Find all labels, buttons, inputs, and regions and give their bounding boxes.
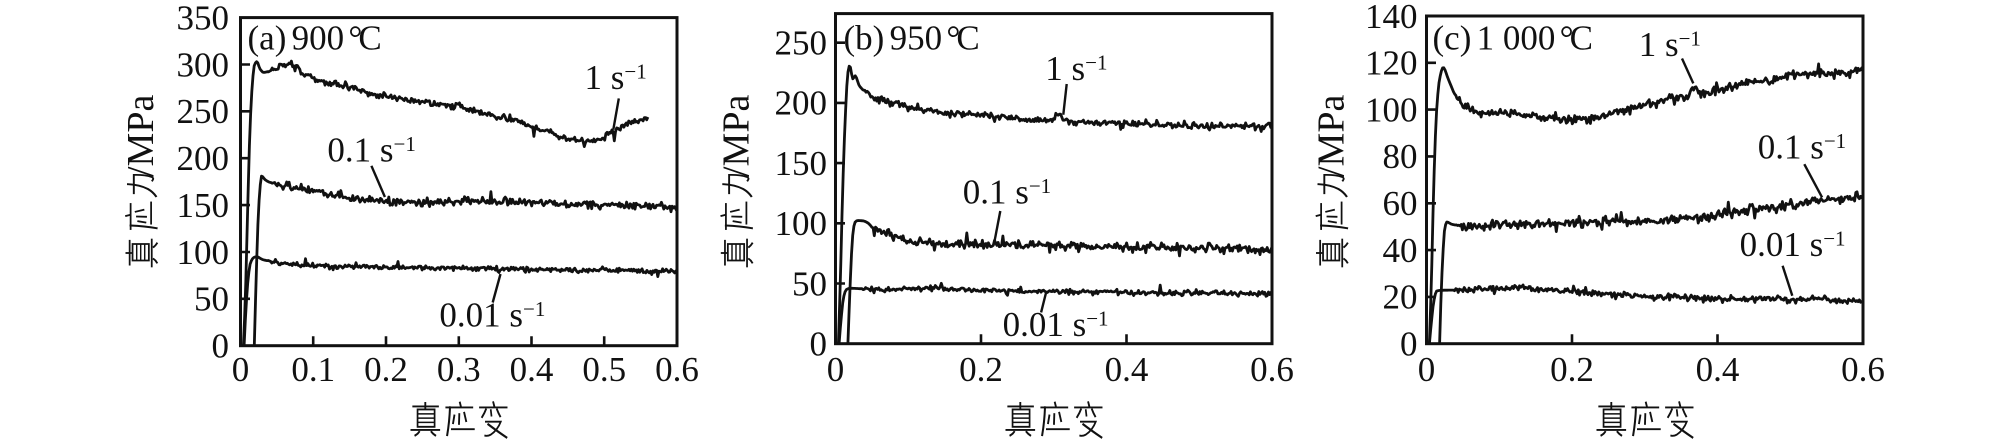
svg-text:0.6: 0.6	[1841, 350, 1885, 389]
svg-text:0.3: 0.3	[437, 350, 481, 389]
svg-text:0.5: 0.5	[582, 350, 626, 389]
svg-text:80: 80	[1383, 137, 1418, 176]
svg-text:0: 0	[827, 350, 845, 389]
svg-text:/MPa: /MPa	[120, 95, 162, 177]
svg-text:300: 300	[177, 45, 230, 84]
svg-text:0: 0	[212, 327, 230, 366]
svg-text:100: 100	[775, 204, 828, 243]
svg-text:100: 100	[177, 233, 230, 272]
svg-text:200: 200	[775, 84, 828, 123]
svg-text:350: 350	[177, 0, 230, 37]
svg-text:0.1 s−1: 0.1 s−1	[963, 173, 1051, 212]
svg-text:0.4: 0.4	[1105, 350, 1149, 389]
svg-text:0: 0	[1418, 350, 1436, 389]
svg-text:/MPa: /MPa	[1311, 95, 1353, 177]
svg-text:0.6: 0.6	[1250, 350, 1294, 389]
svg-text:0: 0	[232, 350, 250, 389]
svg-text:150: 150	[177, 186, 230, 225]
svg-text:0.2: 0.2	[959, 350, 1003, 389]
svg-text:100: 100	[1365, 90, 1418, 129]
svg-text:140: 140	[1365, 0, 1418, 36]
svg-text:20: 20	[1383, 278, 1418, 317]
svg-text:200: 200	[177, 139, 230, 178]
svg-text:40: 40	[1383, 231, 1418, 270]
svg-text:0.6: 0.6	[655, 350, 699, 389]
svg-text:0.4: 0.4	[1696, 350, 1740, 389]
svg-text:0: 0	[1400, 325, 1418, 364]
svg-text:50: 50	[792, 264, 827, 303]
svg-text:(a) 900 °C: (a) 900 °C	[248, 19, 382, 58]
svg-text:0.2: 0.2	[364, 350, 408, 389]
svg-text:0.1: 0.1	[291, 350, 335, 389]
svg-text:(b) 950 °C: (b) 950 °C	[844, 19, 980, 58]
svg-text:250: 250	[775, 24, 828, 63]
svg-text:60: 60	[1383, 184, 1418, 223]
svg-text:0.4: 0.4	[510, 350, 554, 389]
svg-text:250: 250	[177, 92, 230, 131]
svg-text:50: 50	[194, 280, 229, 319]
svg-text:0: 0	[810, 325, 828, 364]
svg-text:150: 150	[775, 144, 828, 183]
svg-text:(c) 1 000 °C: (c) 1 000 °C	[1433, 19, 1593, 58]
svg-text:0.2: 0.2	[1550, 350, 1594, 389]
svg-text:/MPa: /MPa	[715, 95, 757, 177]
svg-text:120: 120	[1365, 44, 1418, 83]
